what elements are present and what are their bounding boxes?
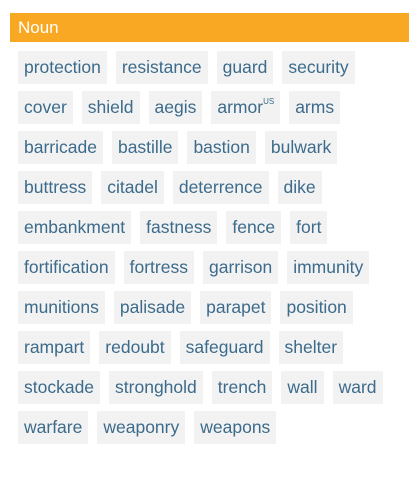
synonym-link-armor[interactable]: armorUS (211, 91, 281, 124)
synonym-label: aegis (154, 97, 197, 117)
synonym-label: warfare (24, 417, 83, 437)
synonym-link-warfare[interactable]: warfare (18, 411, 89, 444)
synonym-label: stockade (24, 377, 95, 397)
synonym-link-weaponry[interactable]: weaponry (97, 411, 186, 444)
synonym-link-trench[interactable]: trench (211, 371, 273, 404)
synonym-link-shield[interactable]: shield (81, 91, 140, 124)
synonym-label: redoubt (105, 337, 165, 357)
synonym-label: resistance (121, 57, 202, 77)
synonym-link-security[interactable]: security (282, 51, 355, 84)
synonym-link-fortress[interactable]: fortress (123, 251, 194, 284)
synonym-link-garrison[interactable]: garrison (202, 251, 279, 284)
part-of-speech-label: Noun (18, 18, 59, 37)
synonym-label: shield (87, 97, 134, 117)
synonym-label: fastness (146, 217, 212, 237)
synonym-list: protection resistance guard security cover sh… (18, 51, 413, 444)
synonym-link-bulwark[interactable]: bulwark (264, 131, 338, 164)
synonym-link-citadel[interactable]: citadel (101, 171, 164, 204)
synonym-label: fort (296, 217, 322, 237)
synonym-label: citadel (107, 177, 158, 197)
synonym-label: rampart (24, 337, 85, 357)
synonym-label: arms (295, 97, 335, 117)
synonym-label: fence (232, 217, 276, 237)
synonym-label: fortification (24, 257, 109, 277)
synonym-link-protection[interactable]: protection (18, 51, 107, 84)
synonym-label: position (286, 297, 347, 317)
synonym-link-palisade[interactable]: palisade (113, 291, 192, 324)
synonym-link-safeguard[interactable]: safeguard (179, 331, 270, 364)
synonym-label: guard (222, 57, 268, 77)
synonym-label: palisade (119, 297, 186, 317)
synonym-link-immunity[interactable]: immunity (287, 251, 370, 284)
synonym-link-wall[interactable]: wall (281, 371, 324, 404)
synonym-label: deterrence (178, 177, 263, 197)
synonym-label: cover (24, 97, 67, 117)
part-of-speech-header: Noun (10, 13, 409, 42)
synonym-link-weapons[interactable]: weapons (194, 411, 277, 444)
synonym-label: weapons (200, 417, 271, 437)
synonym-label: weaponry (103, 417, 180, 437)
synonym-link-position[interactable]: position (280, 291, 353, 324)
region-marker: US (263, 97, 275, 106)
synonym-link-guard[interactable]: guard (216, 51, 274, 84)
synonym-label: barricade (24, 137, 97, 157)
synonym-label: trench (217, 377, 267, 397)
synonym-label: parapet (206, 297, 266, 317)
synonym-label: safeguard (185, 337, 264, 357)
synonym-label: ward (338, 377, 377, 397)
synonym-label: munitions (24, 297, 99, 317)
synonym-link-ward[interactable]: ward (332, 371, 383, 404)
synonym-label: security (288, 57, 349, 77)
synonym-label: shelter (284, 337, 338, 357)
synonym-link-deterrence[interactable]: deterrence (172, 171, 269, 204)
synonym-link-stronghold[interactable]: stronghold (109, 371, 203, 404)
synonym-link-fence[interactable]: fence (226, 211, 282, 244)
synonym-label: bulwark (270, 137, 332, 157)
synonym-label: immunity (293, 257, 364, 277)
synonym-label: embankment (24, 217, 126, 237)
synonym-link-arms[interactable]: arms (289, 91, 341, 124)
synonym-label: buttress (24, 177, 87, 197)
synonym-link-aegis[interactable]: aegis (148, 91, 203, 124)
synonym-link-stockade[interactable]: stockade (18, 371, 101, 404)
synonym-link-shelter[interactable]: shelter (278, 331, 344, 364)
synonym-label: bastille (117, 137, 173, 157)
synonym-link-parapet[interactable]: parapet (200, 291, 272, 324)
synonym-link-barricade[interactable]: barricade (18, 131, 103, 164)
synonym-link-bastille[interactable]: bastille (111, 131, 179, 164)
synonym-label: dike (283, 177, 316, 197)
synonym-link-rampart[interactable]: rampart (18, 331, 91, 364)
synonym-label: protection (24, 57, 101, 77)
synonym-link-fastness[interactable]: fastness (140, 211, 218, 244)
synonym-link-embankment[interactable]: embankment (18, 211, 132, 244)
synonym-label: stronghold (115, 377, 197, 397)
synonym-link-resistance[interactable]: resistance (115, 51, 208, 84)
synonym-link-dike[interactable]: dike (277, 171, 322, 204)
synonym-label: fortress (129, 257, 188, 277)
synonym-link-fort[interactable]: fort (290, 211, 328, 244)
synonym-link-redoubt[interactable]: redoubt (99, 331, 171, 364)
synonym-label: wall (287, 377, 318, 397)
synonym-link-fortification[interactable]: fortification (18, 251, 115, 284)
synonym-link-cover[interactable]: cover (18, 91, 73, 124)
synonym-link-buttress[interactable]: buttress (18, 171, 93, 204)
synonym-link-munitions[interactable]: munitions (18, 291, 105, 324)
synonym-label: bastion (193, 137, 250, 157)
synonym-link-bastion[interactable]: bastion (187, 131, 256, 164)
synonym-label: armor (217, 97, 264, 117)
synonym-label: garrison (208, 257, 273, 277)
